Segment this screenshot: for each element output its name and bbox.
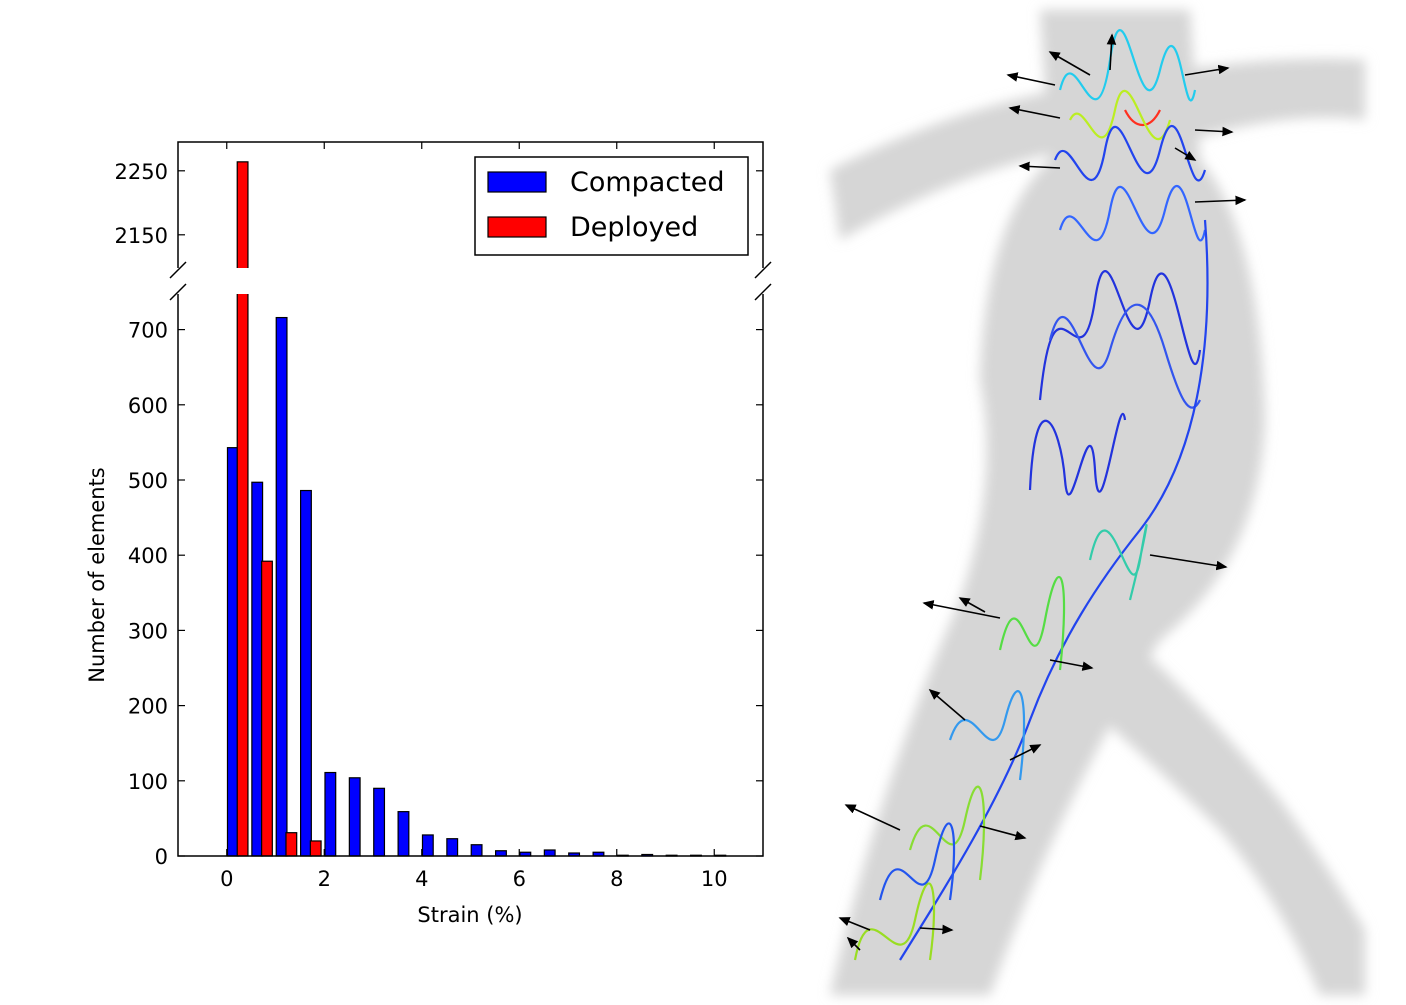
- bar-compacted-0: [226, 447, 239, 857]
- x-tick-label: 6: [513, 867, 526, 891]
- y-tick-label: 600: [128, 394, 168, 418]
- stent-ring-top-3: [1069, 89, 1172, 141]
- stent-graft-rendering: [830, 10, 1365, 995]
- stent-ring-top: [1058, 29, 1197, 102]
- bar-compacted-4: [324, 771, 337, 857]
- y-tick-label: 100: [128, 770, 168, 794]
- stent-leg-3: [908, 785, 986, 881]
- y-tick-label: 300: [128, 619, 168, 643]
- bar-compacted-11: [495, 850, 507, 857]
- y-axis-label: Number of elements: [85, 467, 109, 683]
- stent-leg-2: [948, 690, 1026, 781]
- stent-ring-9: [1088, 524, 1148, 601]
- x-tick-label: 4: [415, 867, 428, 891]
- bar-compacted-3: [300, 489, 312, 857]
- legend-swatch-compacted: [487, 171, 547, 193]
- bars-upper: [236, 161, 249, 271]
- bar-deployed-0: [236, 291, 249, 857]
- force-arrows: [838, 33, 1247, 951]
- y-tick-label: 0: [155, 845, 168, 869]
- bar-compacted-6: [373, 787, 386, 857]
- stent-ring-6: [1038, 270, 1202, 401]
- x-tick-label: 10: [701, 867, 728, 891]
- ticks: [178, 142, 763, 857]
- stent-leg-4: [853, 882, 936, 961]
- x-axis-label: Strain (%): [417, 903, 522, 927]
- stent-ring-8: [1028, 412, 1127, 496]
- stent-leg-5: [878, 822, 956, 901]
- y-tick-label: 200: [128, 695, 168, 719]
- stent-ring-5: [1058, 185, 1207, 242]
- y-tick-label: 500: [128, 469, 168, 493]
- axis-break-marks: [169, 261, 772, 301]
- bar-compacted-2: [275, 316, 288, 857]
- bar-compacted-5: [348, 777, 361, 857]
- legend-label-compacted: Compacted: [570, 167, 725, 198]
- y-tick-label-upper: 2250: [115, 160, 168, 184]
- legend-swatch-deployed: [487, 216, 547, 238]
- axis-break-gap: [170, 268, 770, 294]
- y-tick-label-upper: 2150: [115, 224, 168, 248]
- y-tick-label: 400: [128, 544, 168, 568]
- legend: Compacted Deployed: [474, 156, 749, 256]
- y-tick-label: 700: [128, 319, 168, 343]
- bars-lower: [226, 291, 727, 857]
- legend-label-deployed: Deployed: [570, 212, 698, 243]
- bar-compacted-9: [446, 838, 459, 857]
- bar-deployed-2: [285, 832, 298, 857]
- bar-compacted-10: [470, 844, 483, 857]
- bar-deployed-1: [261, 560, 273, 857]
- stent-ring-top-2: [1124, 109, 1161, 127]
- stent-wires: [853, 29, 1209, 961]
- bar-upper-deployed-0: [236, 161, 249, 271]
- x-tick-label: 0: [220, 867, 233, 891]
- bar-compacted-8: [421, 834, 434, 857]
- stent-body-line: [899, 219, 1209, 961]
- x-tick-label: 8: [610, 867, 623, 891]
- bar-compacted-13: [543, 849, 556, 857]
- stent-ring-7: [1048, 303, 1201, 409]
- bar-compacted-7: [397, 811, 410, 857]
- bar-deployed-3: [309, 840, 322, 857]
- x-tick-label: 2: [318, 867, 331, 891]
- bar-compacted-1: [251, 481, 264, 857]
- stent-ring-4: [1053, 125, 1207, 182]
- vessel-shadow: [830, 10, 1365, 995]
- stent-leg-1: [998, 576, 1066, 671]
